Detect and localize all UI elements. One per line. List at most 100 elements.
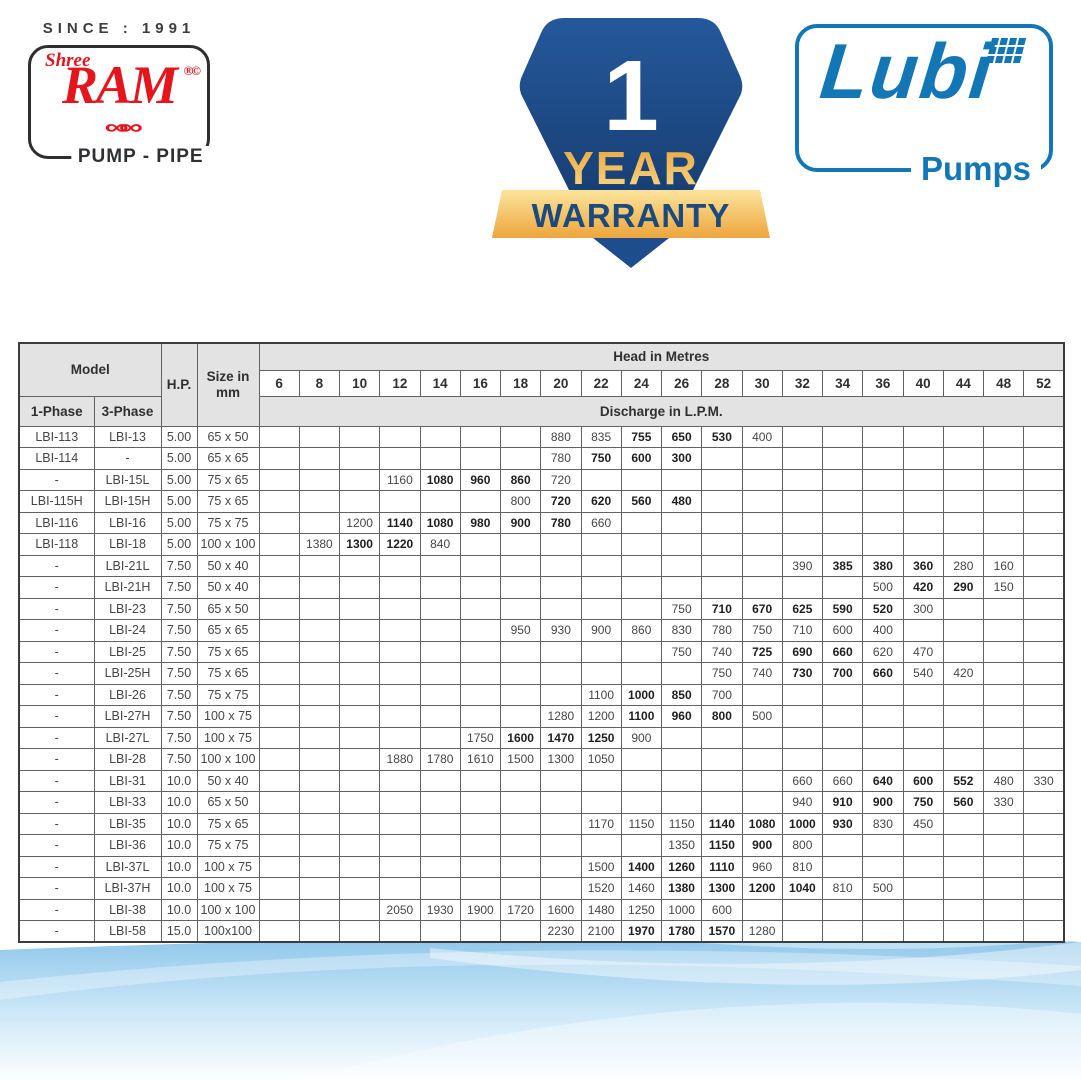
discharge-cell bbox=[258, 447, 300, 470]
discharge-cell: 1930 bbox=[419, 898, 461, 921]
discharge-cell: 1150 bbox=[620, 812, 663, 835]
discharge-cell bbox=[1023, 705, 1065, 728]
discharge-cell bbox=[1023, 812, 1065, 835]
discharge-cell: 860 bbox=[620, 619, 663, 642]
discharge-cell bbox=[580, 554, 622, 577]
discharge-cell bbox=[499, 576, 542, 599]
discharge-cell bbox=[942, 748, 985, 771]
discharge-cell bbox=[1023, 855, 1065, 878]
discharge-cell bbox=[338, 877, 381, 900]
discharge-cell bbox=[419, 877, 461, 900]
phase1-cell: LBI-114 bbox=[18, 447, 95, 470]
shree-label: Shree bbox=[45, 50, 91, 71]
warranty-number: 1 bbox=[603, 40, 659, 152]
discharge-cell bbox=[540, 597, 582, 620]
discharge-cell bbox=[821, 576, 864, 599]
discharge-cell bbox=[379, 769, 421, 792]
discharge-cell bbox=[258, 748, 300, 771]
discharge-cell bbox=[499, 554, 542, 577]
discharge-cell bbox=[258, 769, 300, 792]
discharge-cell: 552 bbox=[942, 769, 985, 792]
size-cell: 65 x 65 bbox=[196, 447, 260, 470]
discharge-cell bbox=[379, 834, 421, 857]
discharge-cell bbox=[781, 468, 824, 491]
discharge-cell bbox=[419, 576, 461, 599]
discharge-cell bbox=[1023, 619, 1065, 642]
hp-cell: 7.50 bbox=[160, 662, 198, 685]
discharge-cell: 1300 bbox=[540, 748, 582, 771]
discharge-cell: 330 bbox=[1023, 769, 1065, 792]
discharge-cell bbox=[1023, 898, 1065, 921]
discharge-cell bbox=[338, 748, 381, 771]
discharge-cell bbox=[902, 920, 944, 943]
discharge-cell: 755 bbox=[620, 425, 663, 448]
discharge-cell: 520 bbox=[862, 597, 904, 620]
discharge-cell bbox=[379, 726, 421, 749]
discharge-cell bbox=[298, 554, 341, 577]
discharge-cell: 960 bbox=[660, 705, 703, 728]
discharge-cell bbox=[459, 447, 502, 470]
discharge-cell bbox=[459, 490, 502, 513]
discharge-cell bbox=[459, 834, 502, 857]
head-col-6: 6 bbox=[258, 369, 300, 397]
discharge-cell: 1880 bbox=[379, 748, 421, 771]
size-cell: 75 x 65 bbox=[196, 468, 260, 491]
discharge-cell: 480 bbox=[660, 490, 703, 513]
discharge-cell bbox=[982, 748, 1025, 771]
discharge-cell bbox=[982, 447, 1025, 470]
discharge-cell: 600 bbox=[620, 447, 663, 470]
discharge-cell bbox=[298, 683, 341, 706]
phase3-cell: LBI-16 bbox=[93, 511, 162, 534]
discharge-cell: 1500 bbox=[499, 748, 542, 771]
discharge-cell bbox=[379, 705, 421, 728]
discharge-cell: 900 bbox=[499, 511, 542, 534]
discharge-cell bbox=[419, 662, 461, 685]
discharge-cell bbox=[459, 640, 502, 663]
discharge-cell bbox=[258, 726, 300, 749]
discharge-cell bbox=[459, 812, 502, 835]
discharge-cell: 720 bbox=[540, 490, 582, 513]
discharge-cell bbox=[379, 920, 421, 943]
discharge-cell bbox=[1023, 468, 1065, 491]
discharge-cell bbox=[298, 468, 341, 491]
discharge-cell bbox=[379, 640, 421, 663]
discharge-cell: 2050 bbox=[379, 898, 421, 921]
size-cell: 65 x 65 bbox=[196, 619, 260, 642]
size-cell: 100 x 75 bbox=[196, 855, 260, 878]
discharge-cell bbox=[942, 683, 985, 706]
discharge-cell: 1050 bbox=[580, 748, 622, 771]
phase1-cell: - bbox=[18, 791, 95, 814]
discharge-cell bbox=[942, 705, 985, 728]
discharge-cell bbox=[459, 705, 502, 728]
discharge-cell bbox=[419, 554, 461, 577]
discharge-cell bbox=[499, 834, 542, 857]
discharge-cell bbox=[741, 554, 783, 577]
discharge-cell: 330 bbox=[982, 791, 1025, 814]
discharge-cell bbox=[298, 447, 341, 470]
discharge-cell bbox=[338, 662, 381, 685]
discharge-cell bbox=[660, 748, 703, 771]
phase1-cell: - bbox=[18, 640, 95, 663]
discharge-cell: 385 bbox=[821, 554, 864, 577]
discharge-cell bbox=[419, 769, 461, 792]
discharge-cell bbox=[258, 683, 300, 706]
head-col-20: 20 bbox=[540, 369, 582, 397]
discharge-cell bbox=[338, 791, 381, 814]
table-row: - LBI-31 10.0 50 x 40 660 660 640 600 552 480 330 bbox=[18, 769, 1065, 792]
discharge-cell: 725 bbox=[741, 640, 783, 663]
discharge-cell: 1380 bbox=[660, 877, 703, 900]
discharge-cell bbox=[862, 898, 904, 921]
phase1-cell: - bbox=[18, 705, 95, 728]
discharge-cell bbox=[580, 597, 622, 620]
discharge-cell: 1300 bbox=[701, 877, 743, 900]
hp-header: H.P. bbox=[160, 342, 198, 427]
discharge-cell: 700 bbox=[701, 683, 743, 706]
discharge-cell bbox=[499, 855, 542, 878]
discharge-cell bbox=[620, 640, 663, 663]
discharge-cell bbox=[902, 490, 944, 513]
discharge-cell: 800 bbox=[701, 705, 743, 728]
discharge-cell bbox=[902, 683, 944, 706]
discharge-cell bbox=[499, 640, 542, 663]
discharge-cell bbox=[419, 705, 461, 728]
discharge-cell bbox=[580, 834, 622, 857]
